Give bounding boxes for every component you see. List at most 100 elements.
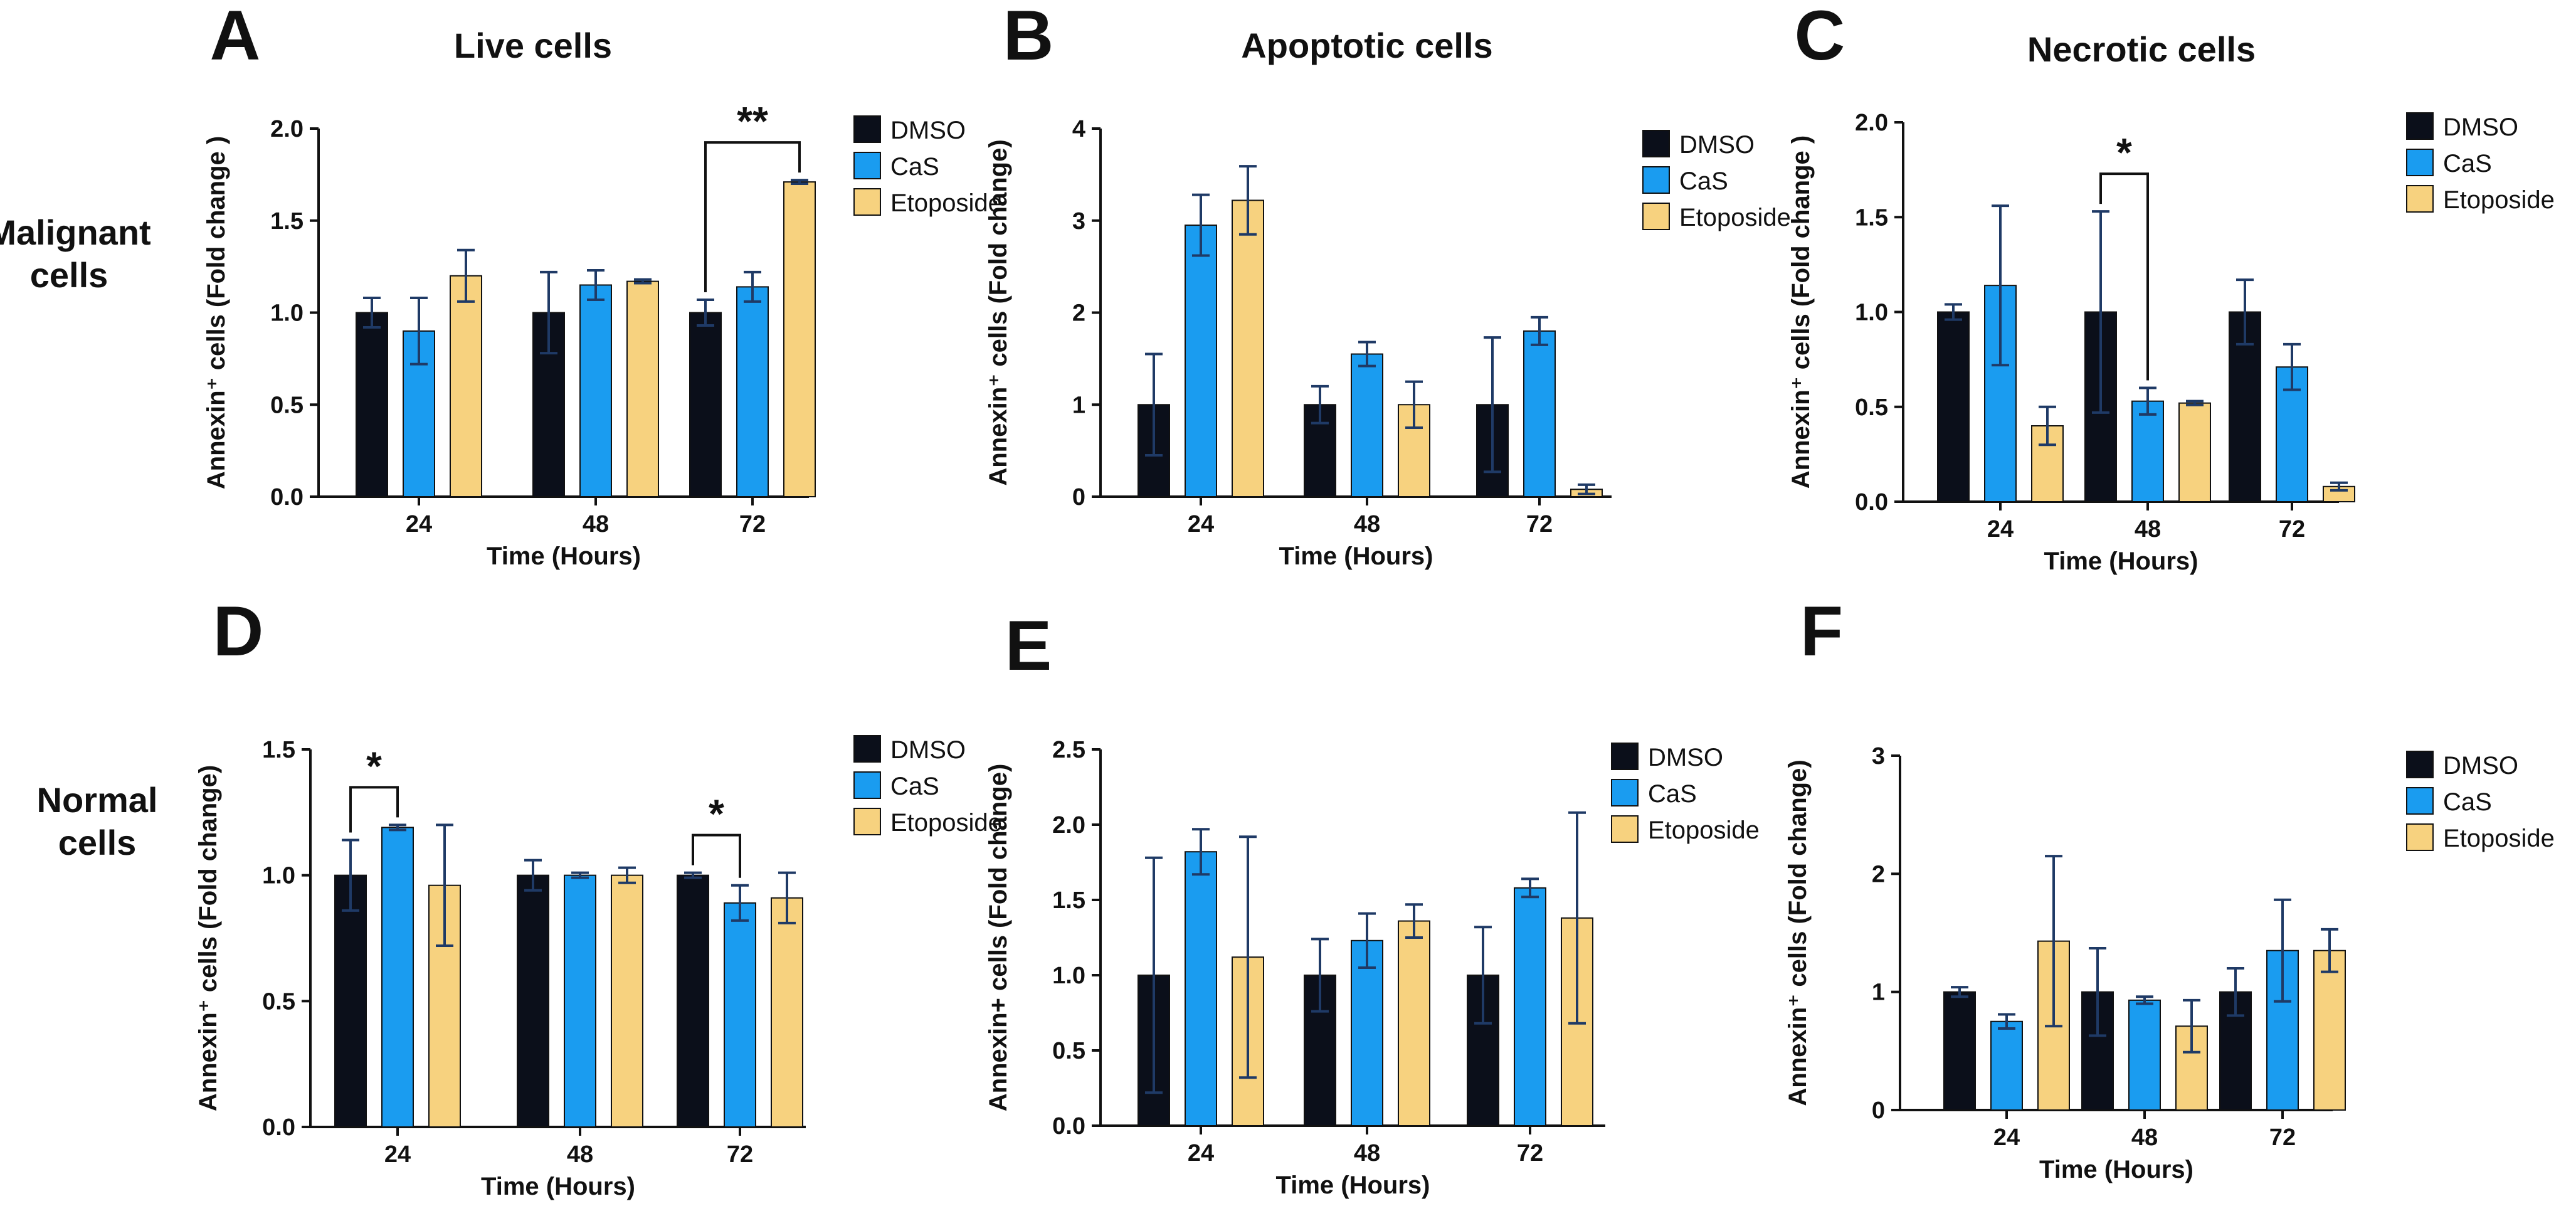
error-bar (587, 268, 604, 301)
y-tick-label: 1 (1872, 980, 1885, 1006)
bar-cas-48 (1351, 353, 1383, 497)
y-tick-label: 2 (1072, 300, 1085, 327)
y-axis-title: Annexin⁺ cells (Fold change) (194, 765, 222, 1111)
x-tick-label: 72 (1526, 511, 1553, 537)
error-bar (2274, 898, 2291, 1003)
error-bar (540, 270, 557, 355)
y-tick-label: 2.0 (270, 116, 304, 142)
chart-panel-f: F 0 1 2 3 Annexin⁺ cells (Fold change) 24 48 72 T… (1784, 592, 2555, 1183)
legend-label-cas: CaS (890, 773, 939, 800)
bar-etoposide-48 (626, 280, 659, 497)
error-bar (1358, 912, 1376, 969)
error-bar (791, 179, 808, 186)
legend-label-dmso: DMSO (890, 117, 966, 144)
legend-swatch-cas (853, 771, 881, 799)
error-bar (389, 823, 406, 832)
y-tick-label: 0.0 (1052, 1113, 1085, 1140)
x-axis-title: Time (Hours) (487, 542, 641, 570)
bar-dmso-24 (1943, 991, 1976, 1111)
legend-swatch-cas (2406, 787, 2434, 815)
bar-dmso-24 (356, 312, 388, 497)
legend-swatch-etoposide (1611, 815, 1639, 843)
y-tick-label: 1.0 (1855, 300, 1888, 326)
y-axis-title: Annexin+ cells (Fold change) (984, 764, 1012, 1112)
x-tick-label: 48 (1354, 511, 1380, 537)
error-bar (2089, 946, 2106, 1037)
legend-label-dmso: DMSO (2443, 752, 2518, 780)
error-bar (2039, 405, 2056, 447)
bar-cas-24 (1185, 851, 1217, 1126)
legend-swatch-cas (853, 152, 881, 179)
y-tick-label: 2.0 (1855, 110, 1888, 136)
error-bar (2236, 278, 2254, 346)
bar-etoposide-24 (1232, 199, 1264, 497)
error-bar (1405, 903, 1423, 939)
y-axis-title: Annexin⁺ cells (Fold change ) (203, 136, 230, 489)
bar-cas-72 (1523, 330, 1556, 497)
chart-panel-c: C Necrotic cells 0.0 0.5 1.0 1.5 2.0 Annexin⁺ c… (1787, 0, 2555, 575)
x-tick-label: 48 (2135, 516, 2161, 542)
y-tick-label: 4 (1072, 116, 1085, 142)
legend-swatch-dmso (853, 735, 881, 763)
y-axis-title: Annexin⁺ cells (Fold change) (1784, 759, 1812, 1106)
legend-label-cas: CaS (1648, 780, 1697, 808)
legend-swatch-etoposide (853, 188, 881, 216)
x-tick-label: 72 (1517, 1140, 1543, 1166)
bar-etoposide-72 (783, 181, 816, 497)
error-bar (1405, 380, 1423, 429)
chart-panel-d: D 0.0 0.5 1.0 1.5 Annexin⁺ cells (Fold change… (194, 592, 1002, 1200)
chart-panel-a: A Live cells 0.0 0.5 1.0 1.5 2.0 Annexin⁺ cells… (203, 0, 1002, 570)
y-axis-title: Annexin⁺ cells (Fold change ) (1787, 135, 1815, 489)
row-label-normal-line2: cells (58, 823, 137, 862)
error-bar (1521, 877, 1539, 899)
error-bar (1578, 483, 1595, 495)
y-tick-label: 0 (1872, 1097, 1885, 1124)
y-tick-label: 0.5 (1855, 394, 1888, 421)
error-bar (524, 859, 542, 892)
x-tick-label: 24 (384, 1141, 411, 1168)
error-bar (2136, 995, 2153, 1005)
bar-cas-48 (2131, 400, 2164, 502)
legend-swatch-cas (1642, 166, 1670, 194)
error-bar (2283, 342, 2301, 391)
legend: DMSO CaS Etoposide (1642, 130, 1791, 231)
y-tick-label: 1.5 (1855, 204, 1888, 231)
legend: DMSO CaS Etoposide (2406, 751, 2555, 852)
bar-etoposide-48 (1398, 920, 1430, 1126)
significance-bracket-line (692, 833, 741, 878)
legend-label-cas: CaS (890, 153, 939, 181)
error-bar (1239, 165, 1257, 236)
error-bar (571, 871, 589, 879)
error-bar (1951, 986, 1968, 998)
error-bar (2227, 967, 2244, 1017)
y-tick-label: 0.0 (1855, 489, 1888, 516)
legend-swatch-etoposide (1642, 203, 1670, 230)
error-bar (1311, 384, 1329, 425)
error-bar (2045, 855, 2062, 1028)
error-bar (1474, 926, 1492, 1025)
legend-label-cas: CaS (1679, 167, 1728, 195)
panels: A Live cells 0.0 0.5 1.0 1.5 2.0 Annexin⁺ cells… (194, 0, 2555, 1200)
legend: DMSO CaS Etoposide (1611, 743, 1760, 844)
bar-cas-48 (579, 284, 612, 497)
bar-cas-48 (564, 874, 596, 1128)
y-tick-label: 1.0 (1052, 963, 1085, 989)
error-bar (1192, 828, 1210, 876)
error-bar (697, 298, 714, 327)
legend-swatch-etoposide (2406, 823, 2434, 851)
row-label-normal: Normal cells (37, 780, 158, 862)
error-bar (2330, 481, 2348, 492)
legend-swatch-dmso (1611, 743, 1639, 770)
error-bar (2139, 386, 2156, 416)
x-tick-label: 24 (1993, 1124, 2020, 1151)
error-bar (2092, 210, 2109, 414)
legend-label-dmso: DMSO (1648, 744, 1723, 771)
x-tick-label: 24 (1188, 511, 1214, 537)
y-tick-label: 0.5 (1052, 1038, 1085, 1064)
legend-swatch-dmso (2406, 112, 2434, 140)
error-bar (684, 871, 702, 879)
chart-panel-e: E 0.0 0.5 1.0 1.5 2.0 2.5 Annexin+ cells (Fold … (984, 606, 1760, 1199)
y-tick-label: 0.0 (262, 1114, 295, 1141)
chart-title: Live cells (454, 26, 612, 65)
x-tick-label: 72 (2279, 516, 2305, 542)
